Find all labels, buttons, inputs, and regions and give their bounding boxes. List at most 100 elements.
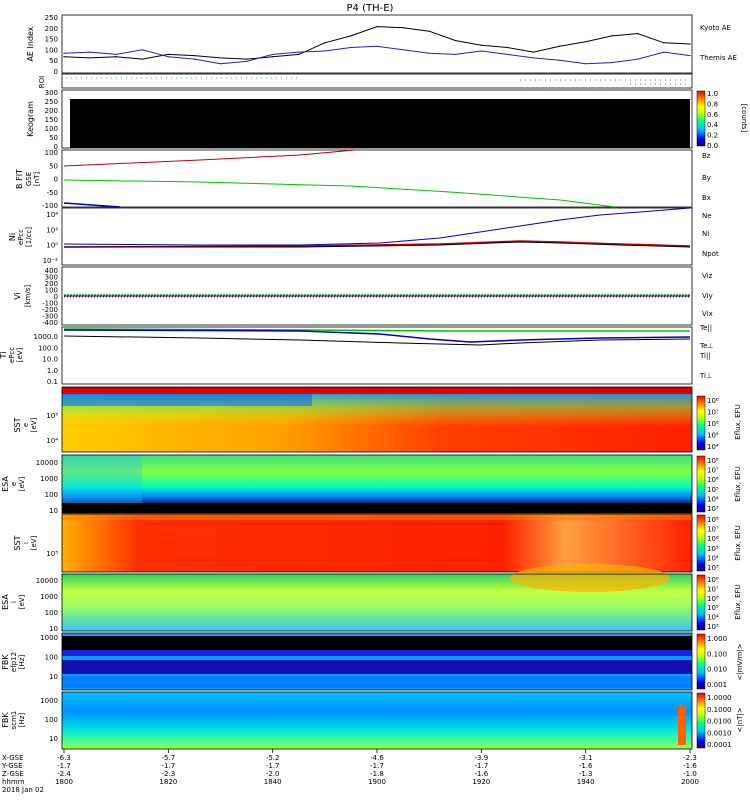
time-tick-label: -1.6 — [579, 762, 593, 770]
density-tick: 10⁻² — [43, 257, 59, 265]
time-tick-label: -1.6 — [474, 770, 488, 778]
sst-e-tick-1: 10⁴ — [46, 437, 58, 445]
sst-e-cbar-tick: 10⁵ — [707, 432, 719, 440]
velocity-tick: 100 — [45, 287, 58, 295]
time-tick-label: 2000 — [681, 778, 699, 786]
temperature-sub: ePcc — [8, 347, 16, 363]
velocity-tick: 400 — [45, 267, 58, 275]
temperature-tick: 100.0 — [38, 344, 58, 352]
ae-point — [167, 56, 169, 58]
sst-e-ylabel: SST — [13, 417, 22, 432]
ae-point — [167, 53, 169, 56]
time-tick-label: 1840 — [264, 778, 282, 786]
ae-point — [63, 56, 65, 58]
legend-te-perp: Te⊥ — [699, 342, 714, 350]
temperature-tick: 1000.0 — [34, 333, 59, 341]
time-tick-label: -4.6 — [370, 754, 384, 762]
fbk-b-cbar-tick: 0.0100 — [707, 718, 732, 726]
legend-ni: Ni — [702, 230, 709, 238]
ae-point — [141, 49, 143, 51]
esa-e-cbar-tick: 10⁸ — [707, 457, 719, 465]
legend-bz: Bz — [702, 152, 711, 160]
sst-e-sub: e — [22, 423, 30, 427]
te-par-line — [63, 335, 691, 346]
ae-tick: 150 — [45, 36, 58, 44]
time-tick-label: -1.6 — [683, 762, 697, 770]
ae-point — [611, 35, 613, 37]
ae-point — [532, 57, 535, 59]
ae-point — [272, 56, 274, 58]
legend-bx: Bx — [702, 194, 711, 202]
density-tick: 10² — [46, 226, 58, 234]
ae-point — [585, 41, 587, 43]
fbk-e-cbar-label: <|mV/m|> — [736, 643, 744, 680]
esa-i-tick: 10 — [49, 625, 58, 633]
ae-ylabel: AE Index — [26, 26, 35, 61]
ae-point — [454, 53, 456, 56]
ae-point — [637, 32, 639, 35]
ae-point — [585, 63, 587, 65]
legend-themis-ae: Themis AE — [699, 54, 737, 62]
ae-point — [689, 43, 691, 45]
by-line — [63, 179, 616, 208]
keogram-tick: 0 — [54, 143, 58, 151]
velocity-panel: Vi [km/s] 4003002001000-100-200-300-400 … — [13, 266, 713, 327]
ae-point — [480, 50, 482, 52]
ae-point — [428, 52, 430, 54]
legend-viz: Viz — [702, 272, 713, 280]
time-tick-label: -6.3 — [57, 754, 71, 762]
legend-npot: Npot — [702, 250, 719, 258]
density-sub: ePcc — [17, 229, 25, 245]
keogram-tick: 100 — [45, 125, 58, 133]
fbk-e-cbar-tick: 0.100 — [707, 650, 727, 658]
ti-par-line — [63, 328, 690, 332]
ae-tick: 200 — [45, 25, 58, 33]
fbk-b-colorbar — [696, 692, 706, 749]
keogram-cbar-tick: 1.0 — [707, 90, 718, 98]
esa-i-unit: [eV] — [18, 594, 26, 609]
ae-point — [480, 44, 482, 46]
ae-point — [89, 57, 91, 59]
fbk-e-tick: 10 — [49, 673, 58, 681]
esa-i-ylabel: ESA — [1, 594, 10, 610]
temperature-tick: 10.0 — [42, 356, 58, 364]
time-tick-label: 1920 — [472, 778, 490, 786]
sst-e-cbar-tick: 10⁸ — [707, 397, 719, 405]
sst-i-cbar-tick: 10⁶ — [707, 535, 719, 543]
esa-e-cbar-tick: 10⁵ — [707, 486, 719, 494]
esa-e-cbar-tick: 10³ — [707, 505, 719, 513]
legend-vix: Vix — [702, 310, 713, 318]
time-tick-label: 1940 — [577, 778, 595, 786]
velocity-tick: -400 — [42, 319, 58, 327]
time-tick-label: -3.9 — [474, 754, 488, 762]
ae-point — [376, 45, 378, 47]
velocity-tick: 0 — [54, 293, 58, 301]
ae-point — [663, 51, 665, 53]
ae-point — [115, 56, 117, 58]
ae-point — [558, 59, 561, 61]
velocity-tick: -300 — [42, 313, 58, 321]
sst-e-cbar-tick: 10⁶ — [707, 420, 719, 428]
ae-point — [245, 60, 248, 63]
time-tick-label: -3.1 — [579, 754, 593, 762]
bfield-tick: 100 — [45, 149, 58, 157]
fbk-e-panel: FBK efp12 [Hz] 1000 100 10 1.000 0.100 0.010… — [1, 632, 744, 691]
time-tick-label: -2.4 — [57, 770, 71, 778]
bfield-tick: -50 — [47, 189, 58, 197]
esa-i-cbar-label: Eflux, EFU — [734, 584, 742, 619]
density-ticks: 10⁴ 10² 10⁰ 10⁻² — [43, 211, 59, 265]
keogram-colorbar-ticks: 1.0 0.8 0.6 0.4 0.2 0.0 — [707, 90, 719, 150]
time-tick-label: 1800 — [55, 778, 73, 786]
sst-i-unit: [eV] — [30, 535, 38, 550]
esa-e-ylabel: ESA — [1, 476, 10, 492]
legend-te-par: Te|| — [699, 324, 712, 332]
sst-i-tick-0: 10⁵ — [46, 550, 58, 558]
bfield-tick: 0 — [54, 176, 58, 184]
ae-lines — [63, 26, 691, 65]
time-tick-label: -1.7 — [474, 762, 488, 770]
sst-i-cbar-tick: 10⁴ — [707, 554, 719, 562]
fbk-b-tick: 1000 — [40, 697, 58, 705]
